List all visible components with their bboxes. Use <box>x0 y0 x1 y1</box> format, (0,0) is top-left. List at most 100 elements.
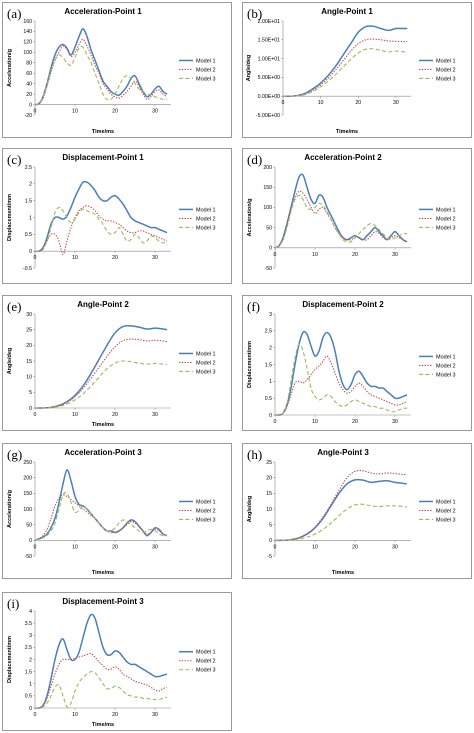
x-tick-label: 10 <box>72 255 78 261</box>
series-line-model-2 <box>274 470 408 541</box>
x-tick-label: 10 <box>72 109 78 115</box>
y-tick-label: 0.5 <box>265 396 272 402</box>
chart-panel-b: (b) Angle-Point 1 -5.00E+00 0.00E+00 5.00E+… <box>242 2 472 138</box>
legend-label-model-1: Model 1 <box>436 354 456 360</box>
x-tick-label: 30 <box>393 100 399 106</box>
x-tick-label: 0 <box>274 544 277 550</box>
y-tick-label: 150 <box>23 491 32 497</box>
y-tick-label: 2.00E+01 <box>258 19 280 25</box>
y-axis-label: Displacement/mm <box>7 636 13 683</box>
legend-label-model-2: Model 2 <box>436 508 456 514</box>
chart-title: Acceleration-Point 2 <box>304 153 382 162</box>
x-tick-label: 20 <box>352 544 358 550</box>
chart-title: Angle-Point 1 <box>321 7 373 16</box>
y-tick-label: 10 <box>26 374 32 380</box>
y-tick-label: -5.00E+00 <box>256 113 280 119</box>
legend-label-model-3: Model 3 <box>436 76 456 82</box>
chart-i: Displacement-Point 3 0 0.5 1 1.5 2 2.5 3 3.5 4 0 10… <box>7 597 216 728</box>
chart-b: Angle-Point 1 -5.00E+00 0.00E+00 5.00E+00 1.… <box>246 7 456 135</box>
legend-label-model-1: Model 1 <box>436 207 456 213</box>
x-tick-label: 30 <box>152 412 158 418</box>
x-axis-label: Time/ms <box>92 129 114 135</box>
series-line-model-2 <box>34 338 168 409</box>
y-tick-label: 30 <box>26 312 32 318</box>
series-line-model-3 <box>282 48 408 97</box>
chart-panel-d: (d) Acceleration-Point 2 -50 0 50 100 150 200 0… <box>242 148 472 284</box>
chart-panel-h: (h) Angle-Point 3 -5 0 5 10 15 20 25 0 10 20 30 Time… <box>242 443 472 579</box>
legend-label-model-3: Model 3 <box>196 517 216 523</box>
legend-label-model-1: Model 1 <box>196 650 216 656</box>
y-tick-label: 1 <box>29 215 32 221</box>
x-tick-label: 10 <box>318 100 324 106</box>
y-tick-label: 100 <box>23 507 32 513</box>
y-tick-label: 100 <box>23 50 32 56</box>
x-tick-label: 20 <box>352 252 358 258</box>
series-line-model-2 <box>34 494 168 541</box>
x-tick-label: 0 <box>282 100 285 106</box>
panel-tag-e: (e) <box>7 299 22 314</box>
series-line-model-1 <box>274 478 408 542</box>
y-tick-label: 0 <box>29 538 32 544</box>
legend-label-model-2: Model 2 <box>436 363 456 369</box>
chart-d: Acceleration-Point 2 -50 0 50 100 150 200 0 10 20… <box>247 153 456 272</box>
x-tick-label: 20 <box>112 412 118 418</box>
series-line-model-3 <box>34 492 168 541</box>
series-line-model-1 <box>274 330 408 416</box>
y-tick-label: 100 <box>263 205 272 211</box>
y-axis-label: Angle/deg <box>247 496 253 523</box>
x-axis-label: Time/ms <box>332 570 354 576</box>
y-tick-label: 2.5 <box>25 645 32 651</box>
y-tick-label: 1.50E+01 <box>258 38 280 44</box>
y-tick-label: -0.5 <box>23 266 32 272</box>
legend-label-model-2: Model 2 <box>436 216 456 222</box>
series-line-model-3 <box>274 503 408 541</box>
x-tick-label: 20 <box>112 255 118 261</box>
legend-label-model-1: Model 1 <box>436 499 456 505</box>
x-tick-label: 0 <box>34 712 37 718</box>
y-tick-label: 0 <box>269 538 272 544</box>
panel-tag-h: (h) <box>247 447 263 462</box>
legend-label-model-3: Model 3 <box>436 517 456 523</box>
y-tick-label: 2 <box>269 345 272 351</box>
x-tick-label: 10 <box>312 419 318 425</box>
x-tick-label: 20 <box>112 544 118 550</box>
y-tick-label: 1 <box>269 379 272 385</box>
chart-panel-g: (g) Acceleration-Point 3 -50 0 50 100 150 200 2… <box>2 443 232 579</box>
y-tick-label: 0 <box>29 249 32 255</box>
series-line-model-1 <box>34 613 168 709</box>
y-axis-label: Acceleration/g <box>247 199 253 237</box>
panel-tag-i: (i) <box>7 596 20 611</box>
y-axis-label: Angle/deg <box>7 348 13 375</box>
x-tick-label: 0 <box>274 419 277 425</box>
y-tick-label: 200 <box>23 475 32 481</box>
series-line-model-2 <box>274 355 408 416</box>
x-tick-label: 30 <box>152 712 158 718</box>
x-tick-label: 20 <box>352 419 358 425</box>
y-tick-label: 200 <box>263 165 272 171</box>
chart-title: Displacement-Point 1 <box>62 153 144 162</box>
y-tick-label: 15 <box>266 491 272 497</box>
y-tick-label: 5 <box>29 390 32 396</box>
y-tick-label: 0 <box>29 406 32 412</box>
y-tick-label: 20 <box>26 343 32 349</box>
y-tick-label: 150 <box>263 185 272 191</box>
legend-label-model-2: Model 2 <box>196 216 216 222</box>
legend-label-model-3: Model 3 <box>436 225 456 231</box>
y-tick-label: 60 <box>26 71 32 77</box>
chart-a: Acceleration-Point 1-2002040608010012014… <box>7 7 216 135</box>
x-tick-label: 10 <box>72 712 78 718</box>
y-axis-label: Displacement/mm <box>247 341 253 388</box>
x-tick-label: 30 <box>392 419 398 425</box>
y-tick-label: 2.5 <box>25 165 32 171</box>
series-line-model-1 <box>274 173 408 249</box>
series-line-model-1 <box>34 324 168 409</box>
y-tick-label: 50 <box>26 522 32 528</box>
y-tick-label: 15 <box>26 359 32 365</box>
chart-e: Angle-Point 2 0 5 10 15 20 25 30 0 10 20 30 Time/ms A… <box>7 300 216 428</box>
y-tick-label: 25 <box>266 460 272 466</box>
x-tick-label: 30 <box>152 544 158 550</box>
y-tick-label: 0 <box>269 413 272 419</box>
y-tick-label: 40 <box>26 81 32 87</box>
legend-label-model-2: Model 2 <box>196 508 216 514</box>
